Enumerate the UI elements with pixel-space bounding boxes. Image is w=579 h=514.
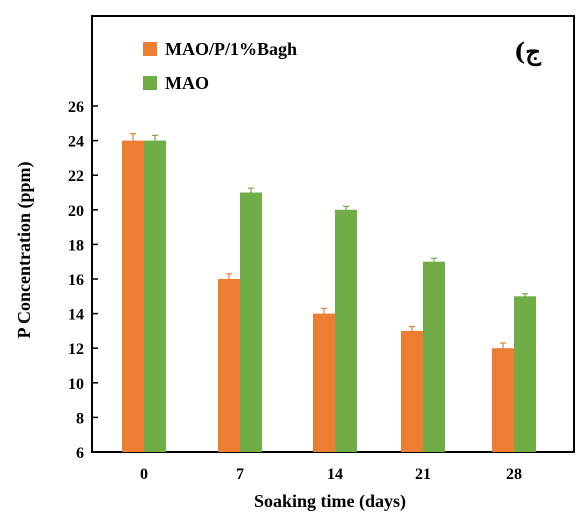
y-tick-label: 12 [68, 341, 84, 358]
bar-mao-day-7 [240, 192, 262, 452]
x-tick-label: 21 [415, 466, 431, 483]
bar-mao-day-14 [335, 209, 357, 452]
y-tick-label: 10 [68, 376, 84, 393]
y-tick-label: 16 [68, 272, 84, 289]
legend-swatch-mao-p-bagh [143, 42, 157, 56]
y-tick-label: 14 [68, 307, 84, 324]
y-tick-label: 22 [68, 168, 84, 185]
bar-mao-day-21 [423, 261, 445, 452]
bar-mao-p-bagh-day-0 [122, 140, 144, 452]
panel-label: (ج [514, 37, 541, 67]
legend-label-mao-p-bagh: MAO/P/1%Bagh [165, 39, 297, 59]
x-tick-label: 7 [236, 466, 244, 483]
bar-series [122, 140, 536, 452]
bar-mao-p-bagh-day-28 [492, 348, 514, 452]
legend-swatch-mao [143, 76, 157, 90]
bar-mao-day-28 [514, 296, 536, 452]
bar-mao-p-bagh-day-14 [313, 313, 335, 452]
bar-mao-p-bagh-day-7 [218, 279, 240, 452]
x-tick-label: 28 [506, 466, 522, 483]
y-tick-label: 26 [68, 99, 84, 116]
error-bars [130, 133, 528, 354]
bar-mao-p-bagh-day-21 [401, 330, 423, 452]
x-tick-label: 0 [140, 466, 148, 483]
y-tick-label: 20 [68, 203, 84, 220]
y-tick-label: 6 [76, 445, 84, 462]
bar-mao-day-0 [144, 140, 166, 452]
legend: MAO/P/1%Bagh MAO [143, 39, 297, 93]
legend-label-mao: MAO [165, 73, 209, 93]
y-tick-label: 18 [68, 237, 84, 254]
y-axis: 6 8 10 12 14 16 18 20 22 24 26 [68, 99, 98, 462]
x-tick-label: 14 [327, 466, 343, 483]
y-axis-title: P Concentration (ppm) [14, 162, 35, 339]
y-tick-label: 24 [68, 134, 84, 151]
x-axis-title: Soaking time (days) [254, 491, 406, 512]
y-tick-label: 8 [76, 410, 84, 427]
